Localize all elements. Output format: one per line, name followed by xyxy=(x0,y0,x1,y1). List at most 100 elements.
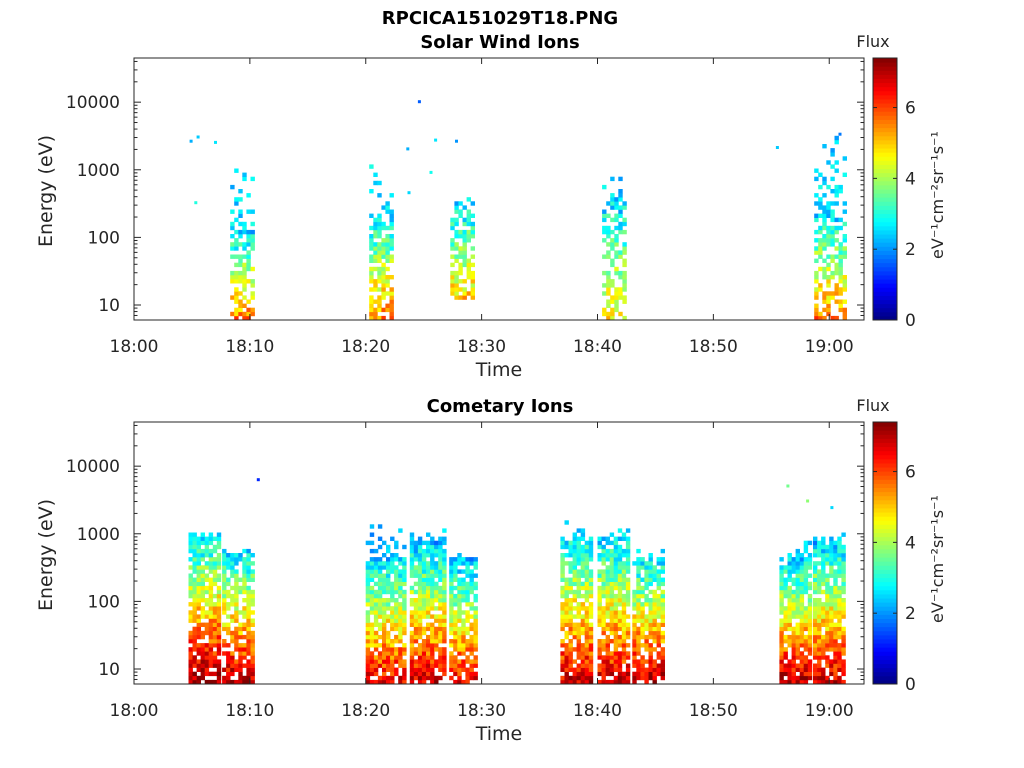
spectrogram-cell xyxy=(825,553,830,558)
spectrogram-cell xyxy=(369,679,375,685)
spectrogram-cell xyxy=(212,643,218,648)
spectrogram-cell xyxy=(390,569,395,574)
spectrogram-cell xyxy=(644,602,649,607)
spectrogram-cell xyxy=(466,291,471,296)
spectrogram-cell xyxy=(390,671,395,677)
spectrogram-cell xyxy=(365,679,371,685)
spectrogram-cell xyxy=(196,544,201,550)
spectrogram-cell xyxy=(584,675,590,681)
spectrogram-cell xyxy=(606,254,611,259)
spectrogram-cell xyxy=(825,561,830,566)
spectrogram-cell xyxy=(814,201,819,206)
spectrogram-cell xyxy=(826,262,831,268)
spectrogram-cell xyxy=(365,602,371,607)
spectrogram-cell xyxy=(588,655,594,660)
spectrogram-cell xyxy=(834,139,839,145)
spectrogram-cell xyxy=(830,213,835,218)
spectrogram-cell xyxy=(390,659,395,664)
spectrogram-cell xyxy=(449,614,454,619)
spectrogram-cell xyxy=(230,573,235,578)
spectrogram-cell xyxy=(421,598,427,603)
spectrogram-cell xyxy=(622,221,627,227)
spectrogram-cell xyxy=(409,589,415,595)
spectrogram-cell xyxy=(442,598,447,603)
spectrogram-cell xyxy=(246,643,251,648)
spectrogram-cell xyxy=(369,315,374,321)
spectrogram-cell xyxy=(584,626,590,632)
spectrogram-cell xyxy=(841,663,846,668)
spectrogram-cell xyxy=(617,679,623,685)
spectrogram-cell xyxy=(807,663,813,668)
spectrogram-cell xyxy=(610,307,615,313)
spectrogram-cell xyxy=(568,626,573,632)
spectrogram-cell xyxy=(430,548,435,554)
spectrogram-cell xyxy=(829,626,834,632)
spectrogram-cell xyxy=(462,238,467,243)
spectrogram-cell xyxy=(250,598,255,603)
colorbar-segment xyxy=(873,201,897,206)
spectrogram-cell xyxy=(576,577,581,582)
spectrogram-cell xyxy=(457,651,462,656)
spectrogram-cell xyxy=(426,606,431,611)
spectrogram-cell xyxy=(466,229,471,235)
spectrogram-cell xyxy=(597,647,602,652)
spectrogram-cell xyxy=(576,544,581,550)
spectrogram-cell xyxy=(560,610,565,615)
spectrogram-cell xyxy=(365,626,371,632)
spectrogram-cell xyxy=(614,287,619,292)
spectrogram-cell xyxy=(196,647,201,652)
spectrogram-cell xyxy=(584,544,590,550)
spectrogram-cell xyxy=(597,606,602,611)
spectrogram-cell xyxy=(833,577,838,582)
spectrogram-cell xyxy=(818,201,823,206)
spectrogram-cell xyxy=(795,561,800,566)
spectrogram-cell xyxy=(660,630,665,636)
spectrogram-cell xyxy=(803,573,809,578)
spectrogram-cell xyxy=(365,663,371,668)
colorbar-segment xyxy=(873,524,897,529)
spectrogram-cell xyxy=(409,585,415,591)
spectrogram-cell xyxy=(787,553,792,558)
spectrogram-cell xyxy=(242,229,247,235)
spectrogram-cell xyxy=(469,667,474,672)
spectrogram-cell xyxy=(632,647,637,652)
spectrogram-cell xyxy=(803,647,809,652)
spectrogram-cell xyxy=(783,651,788,656)
spectrogram-cell xyxy=(841,651,846,656)
spectrogram-cell xyxy=(817,675,822,681)
spectrogram-cell xyxy=(837,659,842,664)
spectrogram-cell xyxy=(390,585,395,591)
spectrogram-cell xyxy=(813,647,818,652)
spectrogram-cell xyxy=(390,610,395,615)
spectrogram-cell xyxy=(601,573,606,578)
spectrogram-cell xyxy=(644,675,649,681)
spectrogram-cell xyxy=(597,577,602,582)
spectrogram-cell xyxy=(640,634,645,640)
spectrogram-cell xyxy=(787,593,792,599)
spectrogram-cell xyxy=(841,643,846,648)
spectrogram-cell xyxy=(454,209,459,214)
spectrogram-cell xyxy=(842,234,847,239)
spectrogram-cell xyxy=(222,598,227,603)
spectrogram-cell xyxy=(609,561,615,566)
spectrogram-cell xyxy=(834,160,839,165)
spectrogram-cell xyxy=(454,246,459,251)
figure-filename: RPCICA151029T18.PNG xyxy=(382,8,618,29)
spectrogram-cell xyxy=(636,577,641,582)
spectrogram-cell xyxy=(829,643,834,648)
spectrogram-cell xyxy=(242,315,247,321)
spectrogram-cell xyxy=(779,593,784,599)
spectrogram-cell xyxy=(421,675,427,681)
spectrogram-cell xyxy=(644,622,649,627)
spectrogram-cell xyxy=(580,565,586,570)
spectrogram-cell xyxy=(576,581,581,587)
spectrogram-cell xyxy=(242,225,247,231)
colorbar-segment xyxy=(873,458,897,464)
spectrogram-cell xyxy=(787,634,792,640)
spectrogram-cell xyxy=(842,209,847,214)
spectrogram-cell xyxy=(250,176,255,182)
colorbar-segment xyxy=(873,94,897,100)
spectrogram-cell xyxy=(837,667,842,672)
spectrogram-cell xyxy=(640,610,645,615)
spectrogram-cell xyxy=(783,569,788,574)
